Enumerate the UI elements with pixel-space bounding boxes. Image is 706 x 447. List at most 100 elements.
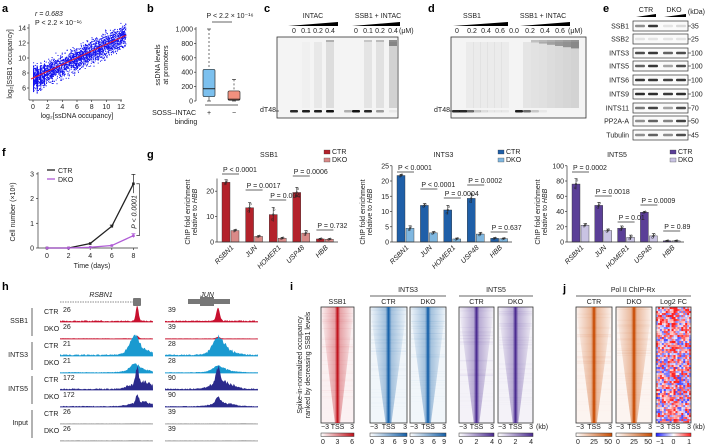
heatmap-cell [683, 353, 686, 356]
chart-title: SSB1 [260, 152, 278, 159]
heatmap-cell [665, 399, 668, 402]
heatmap-cell [671, 413, 674, 416]
scatter-point [100, 56, 102, 58]
heatmap-cell [665, 327, 668, 330]
p-value: P = 0.0009 [641, 198, 675, 205]
heatmap-cell [656, 319, 659, 322]
scatter-point [99, 51, 100, 53]
heatmap-cell [661, 389, 664, 392]
blot-band [676, 37, 686, 41]
scatter-point [121, 32, 123, 34]
scatter-point [77, 53, 79, 55]
colorbar [615, 432, 653, 437]
heatmap-cell [677, 347, 680, 350]
scatter-point [44, 84, 46, 86]
heatmap-cell [677, 319, 680, 322]
scatter-point [113, 36, 115, 38]
scatter-point [90, 56, 92, 58]
scatter-point [92, 54, 94, 56]
heatmap-cell [671, 351, 674, 354]
scatter-point [102, 46, 104, 48]
scatter-point [47, 76, 49, 78]
heatmap-cell [685, 397, 688, 400]
scatter-point [82, 58, 84, 60]
heatmap-cell [689, 323, 692, 326]
scatter-point [112, 35, 114, 37]
heatmap-cell [681, 381, 684, 384]
scatter-point [77, 48, 79, 50]
heatmap-cell [663, 377, 666, 380]
scatter-point [100, 53, 102, 55]
heatmap-cell [683, 361, 686, 364]
scatter-point [98, 40, 100, 42]
scatter-point [115, 50, 116, 52]
scatter-point [104, 41, 106, 43]
scatter-point [86, 55, 88, 56]
heatmap-cell [659, 359, 662, 362]
heatmap-cell [659, 357, 662, 360]
heatmap-cell [663, 317, 666, 320]
heatmap-cell [683, 329, 686, 332]
heatmap-cell [679, 391, 682, 394]
heatmap-cell [673, 393, 676, 396]
heatmap-cell [681, 329, 684, 332]
heatmap-cell [663, 313, 666, 316]
scatter-point [58, 69, 60, 71]
dose-label: 0.4 [481, 28, 491, 35]
heatmap-cell [661, 411, 664, 414]
track-condition-label: CTR [44, 377, 58, 384]
heatmap-cell [659, 383, 662, 386]
heatmap-cell [665, 409, 668, 412]
heatmap-cell [656, 321, 659, 324]
scatter-point [63, 71, 65, 73]
heatmap-cell [689, 329, 692, 332]
scatter-point [71, 71, 73, 73]
heatmap-cell [683, 407, 686, 410]
track-protein-label: Input [12, 420, 28, 427]
heatmap-cell [661, 359, 664, 362]
heatmap-cell [657, 311, 660, 314]
heatmap-cell [661, 395, 664, 398]
dko-wedge [664, 14, 686, 17]
heatmap-cell [675, 347, 678, 350]
scatter-point [71, 56, 73, 58]
scatter-point [103, 40, 104, 42]
blot-band [663, 24, 673, 28]
scatter-point [65, 63, 67, 65]
scatter-point [47, 79, 49, 80]
scatter-point [50, 64, 52, 66]
heatmap-cell [681, 317, 684, 320]
heatmap-cell [677, 375, 680, 378]
scatter-point [63, 66, 65, 68]
heatmap-cell [671, 329, 674, 332]
heatmap-cell [671, 339, 674, 342]
scatter-point [113, 34, 115, 36]
heatmap-cell [661, 361, 664, 364]
heatmap-cell [665, 395, 668, 398]
scatter-point [86, 58, 88, 59]
heatmap-cell [667, 349, 670, 352]
scatter-point [84, 49, 86, 51]
scatter-point [114, 28, 116, 30]
scatter-point [121, 28, 123, 30]
heatmap-cell [663, 363, 666, 366]
scatter-point [77, 59, 79, 61]
scatter-point [111, 37, 113, 38]
scatter-point [97, 45, 99, 47]
scatter-point [113, 38, 115, 40]
gel-band [501, 110, 509, 113]
track-scale-label: 90 [168, 375, 176, 382]
scatter-point [109, 29, 111, 31]
scatter-point [121, 27, 123, 29]
scatter-point [71, 61, 72, 63]
heatmap-cell [665, 405, 668, 408]
heatmap-cell [661, 345, 664, 348]
heatmap-cell [687, 385, 690, 388]
scatter-point [45, 65, 47, 67]
scatter-point [125, 23, 127, 25]
scatter-point [82, 66, 84, 68]
heatmap-cell [661, 341, 664, 344]
heatmap-cell [657, 397, 660, 400]
blot-band [663, 106, 673, 110]
scatter-point [81, 46, 82, 48]
